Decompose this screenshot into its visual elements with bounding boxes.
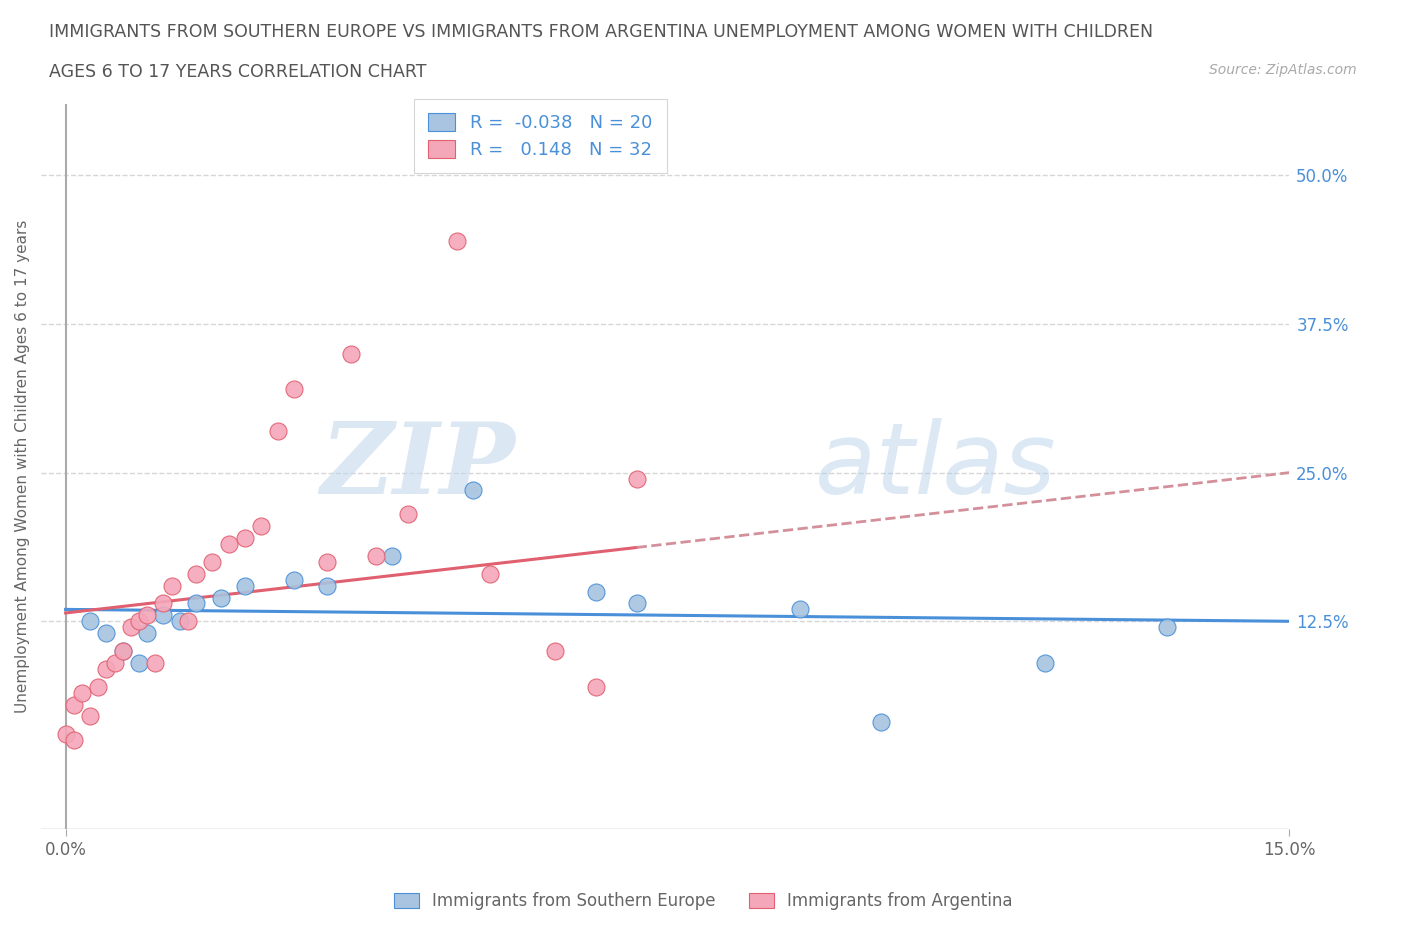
Point xyxy=(1156,619,1178,634)
Point xyxy=(55,727,77,742)
Text: Source: ZipAtlas.com: Source: ZipAtlas.com xyxy=(1209,63,1357,77)
Point xyxy=(585,584,607,599)
Point xyxy=(283,382,305,397)
Point xyxy=(396,507,419,522)
Text: ZIP: ZIP xyxy=(321,418,516,515)
Point xyxy=(870,715,893,730)
Point xyxy=(250,519,273,534)
Point xyxy=(136,608,159,623)
Point xyxy=(233,531,256,546)
Point xyxy=(201,554,224,569)
Point xyxy=(70,685,93,700)
Point xyxy=(381,549,404,564)
Point xyxy=(169,614,191,629)
Point xyxy=(160,578,183,593)
Point xyxy=(111,644,134,658)
Point xyxy=(340,346,363,361)
Point xyxy=(544,644,567,658)
Point xyxy=(87,679,110,694)
Point xyxy=(267,423,290,438)
Point xyxy=(177,614,200,629)
Point xyxy=(283,572,305,587)
Point xyxy=(128,656,150,671)
Point xyxy=(103,656,125,671)
Point xyxy=(136,626,159,641)
Point xyxy=(626,596,648,611)
Text: IMMIGRANTS FROM SOUTHERN EUROPE VS IMMIGRANTS FROM ARGENTINA UNEMPLOYMENT AMONG : IMMIGRANTS FROM SOUTHERN EUROPE VS IMMIG… xyxy=(49,23,1153,41)
Point xyxy=(218,537,240,551)
Point xyxy=(111,644,134,658)
Point xyxy=(143,656,166,671)
Point xyxy=(364,549,387,564)
Point xyxy=(585,679,607,694)
Point xyxy=(478,566,501,581)
Point xyxy=(128,614,150,629)
Point xyxy=(446,233,468,248)
Point xyxy=(152,608,174,623)
Point xyxy=(62,698,84,712)
Point xyxy=(789,602,811,617)
Point xyxy=(79,709,101,724)
Text: atlas: atlas xyxy=(815,418,1056,515)
Point xyxy=(184,596,207,611)
Point xyxy=(62,733,84,748)
Point xyxy=(152,596,174,611)
Point xyxy=(120,619,142,634)
Point xyxy=(626,472,648,486)
Point xyxy=(315,554,337,569)
Point xyxy=(96,626,118,641)
Legend: R =  -0.038   N = 20, R =   0.148   N = 32: R = -0.038 N = 20, R = 0.148 N = 32 xyxy=(413,99,666,173)
Point xyxy=(209,590,232,604)
Point xyxy=(184,566,207,581)
Point xyxy=(1033,656,1056,671)
Point xyxy=(233,578,256,593)
Point xyxy=(79,614,101,629)
Text: AGES 6 TO 17 YEARS CORRELATION CHART: AGES 6 TO 17 YEARS CORRELATION CHART xyxy=(49,63,426,81)
Point xyxy=(315,578,337,593)
Legend: Immigrants from Southern Europe, Immigrants from Argentina: Immigrants from Southern Europe, Immigra… xyxy=(387,885,1019,917)
Point xyxy=(463,483,485,498)
Y-axis label: Unemployment Among Women with Children Ages 6 to 17 years: Unemployment Among Women with Children A… xyxy=(15,220,30,713)
Point xyxy=(96,661,118,676)
